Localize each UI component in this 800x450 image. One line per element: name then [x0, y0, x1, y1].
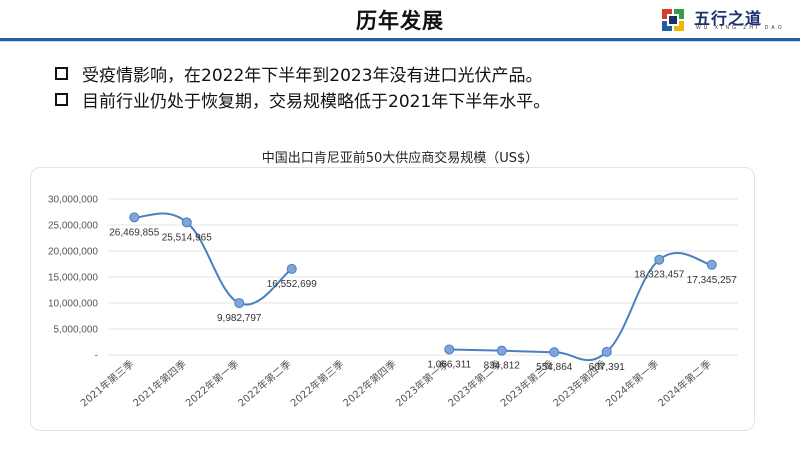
chart-title: 中国出口肯尼亚前50大供应商交易规模（US$） — [261, 151, 539, 166]
y-tick-label: 25,000,000 — [48, 221, 98, 232]
data-label: 18,323,457 — [634, 270, 684, 281]
data-point — [234, 298, 245, 309]
data-label: 834,812 — [484, 361, 521, 372]
page-title: 历年发展 — [356, 9, 444, 33]
header-divider-light — [0, 41, 800, 42]
bullet-item: 目前行业仍处于恢复期，交易规模略低于2021年下半年水平。 — [55, 86, 550, 112]
bullet-text: 目前行业仍处于恢复期，交易规模略低于2021年下半年水平。 — [82, 91, 551, 112]
series-line — [134, 212, 293, 306]
header-divider — [0, 38, 800, 41]
data-label: 9,982,797 — [217, 313, 262, 324]
data-label: 17,345,257 — [687, 275, 737, 286]
data-point — [496, 345, 507, 356]
four-color-knot-logo-icon — [662, 9, 684, 31]
chart-frame — [30, 167, 755, 431]
data-point — [706, 259, 717, 270]
data-point — [181, 217, 192, 228]
data-label: 607,391 — [589, 362, 626, 373]
x-tick-label: 2022年第三季 — [288, 357, 346, 409]
data-point — [444, 344, 455, 355]
x-tick-label: 2021年第四季 — [130, 357, 188, 409]
logo-text: 五行之道 — [694, 9, 763, 28]
y-tick-label: 20,000,000 — [48, 247, 98, 258]
data-label: 554,864 — [536, 362, 573, 373]
x-tick-label: 2022年第二季 — [235, 357, 293, 409]
data-label: 25,514,965 — [162, 232, 212, 243]
y-tick-label: 30,000,000 — [48, 195, 98, 206]
y-tick-label: 15,000,000 — [48, 273, 98, 284]
data-point — [654, 254, 665, 265]
brand-logo: 五行之道 WU XING ZHI DAO — [658, 4, 788, 36]
data-label: 26,469,855 — [109, 227, 159, 238]
data-point — [286, 263, 297, 274]
x-tick-label: 2024年第二季 — [655, 357, 713, 409]
logo-subtext: WU XING ZHI DAO — [696, 25, 785, 31]
x-tick-label: 2021年第三季 — [78, 357, 136, 409]
y-tick-label: - — [95, 351, 98, 362]
data-point — [549, 347, 560, 358]
data-label: 1,066,311 — [427, 359, 471, 370]
square-bullet-icon — [55, 92, 68, 106]
bullet-list: 受疫情影响，在2022年下半年到2023年没有进口光伏产品。 目前行业仍处于恢复… — [55, 60, 550, 112]
data-point — [601, 346, 612, 357]
square-bullet-icon — [55, 66, 68, 80]
y-tick-label: 5,000,000 — [54, 325, 99, 336]
bullet-item: 受疫情影响，在2022年下半年到2023年没有进口光伏产品。 — [55, 60, 550, 86]
x-tick-label: 2022年第四季 — [340, 357, 398, 409]
data-label: 16,552,699 — [267, 279, 317, 290]
bullet-text: 受疫情影响，在2022年下半年到2023年没有进口光伏产品。 — [82, 65, 543, 86]
header-band — [0, 0, 800, 40]
data-point — [129, 212, 140, 223]
y-tick-label: 10,000,000 — [48, 299, 98, 310]
x-tick-label: 2022年第一季 — [183, 357, 241, 409]
